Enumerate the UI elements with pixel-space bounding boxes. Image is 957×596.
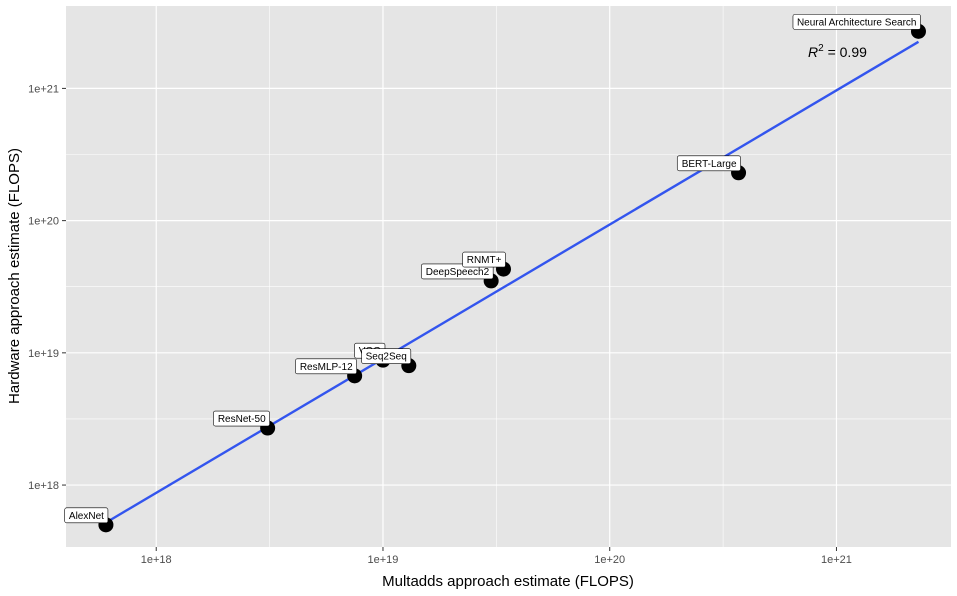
- point-label: Seq2Seq: [361, 348, 412, 364]
- x-tick-label: 1e+18: [141, 554, 172, 566]
- point-label: Neural Architecture Search: [792, 14, 921, 30]
- point-label-box: [676, 155, 741, 172]
- point-labels-group: AlexNetResNet-50ResMLP-12VGGSeq2SeqDeepS…: [64, 14, 921, 524]
- x-axis-ticks: 1e+18 1e+19 1e+20 1e+21: [141, 547, 852, 566]
- point-label-text: AlexNet: [69, 511, 104, 522]
- y-axis-ticks: 1e+18 1e+19 1e+20 1e+21: [28, 83, 66, 492]
- y-tick-label: 1e+18: [28, 480, 59, 492]
- point-label-text: RNMT+: [467, 255, 502, 266]
- regression-line: [105, 40, 920, 524]
- fit-line-group: [105, 40, 920, 524]
- point-label: BERT-Large: [676, 155, 741, 172]
- point-label: ResNet-50: [213, 410, 270, 427]
- point-label: DeepSpeech2: [421, 263, 494, 280]
- y-tick-label: 1e+20: [28, 216, 59, 228]
- y-axis-title: Hardware approach estimate (FLOPS): [6, 148, 23, 404]
- point-label: ResMLP-12: [295, 358, 357, 375]
- point-label-text: ResMLP-12: [300, 362, 353, 373]
- x-tick-label: 1e+21: [821, 554, 852, 566]
- point-label-text: Seq2Seq: [366, 352, 407, 363]
- x-axis-title: Multadds approach estimate (FLOPS): [382, 573, 634, 590]
- point-label-box: [64, 507, 109, 524]
- point-label-text: ResNet-50: [218, 414, 266, 425]
- x-tick-label: 1e+20: [594, 554, 625, 566]
- point-label-text: DeepSpeech2: [426, 267, 490, 278]
- point-label: AlexNet: [64, 507, 109, 524]
- point-label-box: [421, 263, 494, 280]
- point-label-box: [462, 251, 506, 268]
- point-label: RNMT+: [462, 251, 506, 268]
- point-label-box: [295, 358, 357, 375]
- grid-major: [66, 6, 951, 547]
- x-tick-label: 1e+19: [368, 554, 399, 566]
- point-label-text: Neural Architecture Search: [797, 17, 917, 28]
- point-label-box: [792, 14, 921, 30]
- y-tick-label: 1e+19: [28, 348, 59, 360]
- y-tick-label: 1e+21: [28, 83, 59, 95]
- r-squared-annotation: R2 = 0.99: [808, 43, 867, 60]
- point-label-text: BERT-Large: [682, 159, 737, 170]
- point-label-box: [361, 348, 412, 364]
- point-label-box: [213, 410, 270, 427]
- panel-background: [66, 6, 951, 547]
